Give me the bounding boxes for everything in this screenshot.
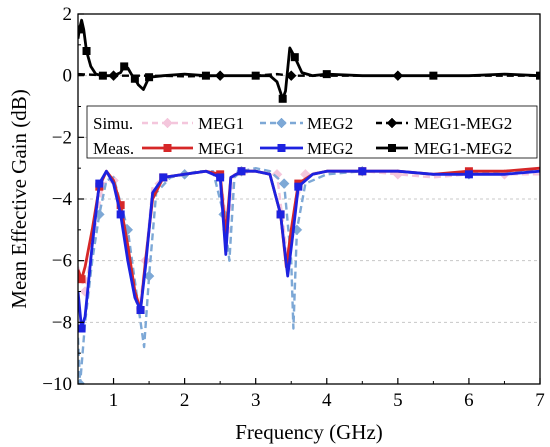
axis-ticks: 1 2 3 4 5 6 7 −10 −8 −6 −4 −2 0 2 xyxy=(42,4,544,411)
x-tick-label: 3 xyxy=(251,390,261,411)
y-tick-label: 2 xyxy=(63,4,73,25)
data-point xyxy=(98,71,107,80)
legend-sample-marker xyxy=(163,144,172,152)
y-tick-label: −2 xyxy=(52,127,72,148)
data-point xyxy=(116,201,125,210)
legend-label: MEG1 xyxy=(198,114,244,133)
data-point xyxy=(429,71,438,80)
legend-label: MEG2 xyxy=(307,139,353,158)
data-point xyxy=(271,168,283,180)
data-point xyxy=(290,53,299,62)
data-point xyxy=(251,71,260,80)
x-tick-label: 4 xyxy=(322,390,332,411)
legend-label: MEG2 xyxy=(307,114,353,133)
x-tick-label: 6 xyxy=(464,390,474,411)
legend-sample-marker xyxy=(162,117,173,129)
y-tick-label: −4 xyxy=(52,189,73,210)
series-meas-meg1-meg2 xyxy=(78,18,540,103)
data-point xyxy=(536,71,540,80)
series-group xyxy=(78,18,540,384)
data-point xyxy=(145,73,154,82)
legend-sample-marker xyxy=(276,117,287,129)
data-point xyxy=(116,210,125,219)
data-point xyxy=(216,173,225,182)
y-tick-label: −6 xyxy=(52,251,72,272)
x-tick-label: 7 xyxy=(535,390,545,411)
x-tick-label: 2 xyxy=(180,390,190,411)
data-point xyxy=(278,94,287,103)
data-point xyxy=(237,167,246,176)
data-point xyxy=(95,179,104,188)
x-tick-label: 5 xyxy=(393,390,403,411)
legend-row-label: Meas. xyxy=(93,139,134,158)
legend-sample-marker xyxy=(277,144,286,152)
data-point xyxy=(130,74,139,83)
data-point xyxy=(278,178,290,189)
legend-label: MEG1-MEG2 xyxy=(414,139,512,158)
y-tick-label: −10 xyxy=(42,374,72,395)
legend-label: MEG1-MEG2 xyxy=(414,114,512,133)
legend: Simu. MEG1 MEG2 MEG1-MEG2 Meas. MEG1 MEG2 MEG1-… xyxy=(86,105,538,159)
data-point xyxy=(136,306,145,314)
data-point xyxy=(276,210,285,219)
data-point xyxy=(82,47,91,55)
data-point xyxy=(78,275,86,284)
data-point xyxy=(78,324,86,333)
series-line xyxy=(78,169,540,330)
data-point xyxy=(120,62,129,71)
data-point xyxy=(464,170,473,179)
data-point xyxy=(159,173,168,182)
data-point xyxy=(78,378,86,384)
y-tick-label: −8 xyxy=(52,312,72,333)
x-tick-label: 1 xyxy=(109,390,119,411)
series-meas-meg2 xyxy=(78,167,540,333)
data-point xyxy=(322,70,331,79)
data-point xyxy=(78,25,84,34)
y-tick-label: 0 xyxy=(63,66,73,87)
legend-label: MEG1 xyxy=(198,139,244,158)
data-point xyxy=(201,71,210,80)
legend-sample-marker xyxy=(386,117,398,129)
legend-row-label: Simu. xyxy=(93,114,133,133)
y-axis-label: Mean Effective Gain (dB) xyxy=(7,89,31,308)
series-line xyxy=(78,18,540,101)
x-axis-label: Frequency (GHz) xyxy=(235,420,383,444)
legend-sample-marker xyxy=(388,144,396,152)
data-point xyxy=(358,167,367,176)
data-point xyxy=(294,182,303,191)
